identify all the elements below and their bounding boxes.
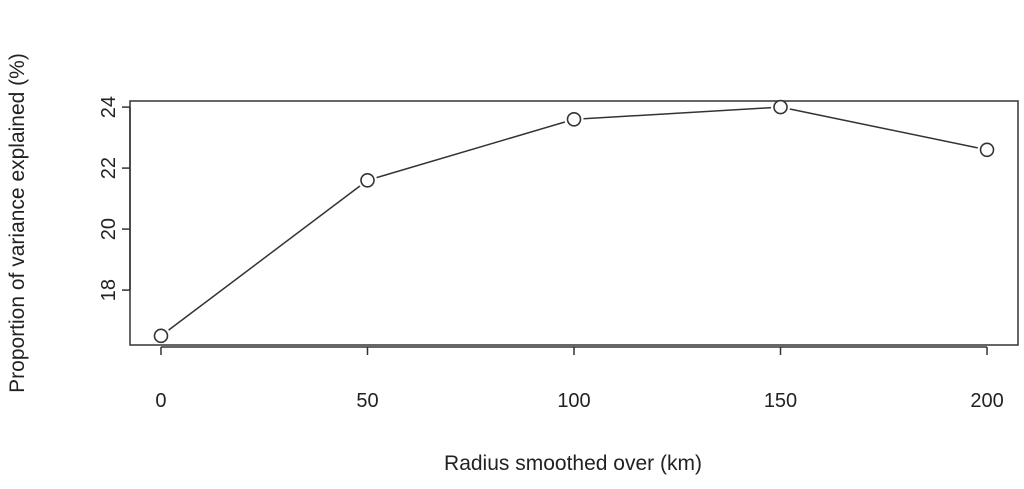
y-tick-label: 24	[98, 96, 120, 118]
series-line-segment	[168, 185, 361, 331]
x-tick-label: 100	[557, 390, 590, 412]
y-tick-label: 18	[98, 279, 120, 301]
y-tick-label: 20	[98, 218, 120, 240]
series-group	[153, 99, 995, 344]
x-tick-label: 50	[356, 390, 378, 412]
plot-frame	[129, 100, 1019, 346]
y-axis: 18 20 22 24	[98, 96, 131, 301]
x-tick-label: 150	[764, 390, 797, 412]
x-tick-label: 200	[970, 390, 1003, 412]
x-axis-title: Radius smoothed over (km)	[444, 452, 702, 475]
data-point	[566, 112, 582, 127]
x-axis: 0 50 100 150 200	[155, 346, 1004, 412]
data-point	[360, 173, 375, 188]
x-tick-label: 0	[155, 390, 166, 412]
y-tick-label: 22	[98, 157, 120, 179]
data-point	[773, 99, 788, 115]
data-point	[979, 142, 995, 158]
series-line-segment	[376, 121, 566, 179]
series-line-segment	[789, 108, 978, 149]
y-axis-title: Proportion of variance explained (%)	[6, 53, 29, 393]
data-point	[153, 328, 169, 344]
series-line-segment	[583, 106, 772, 120]
